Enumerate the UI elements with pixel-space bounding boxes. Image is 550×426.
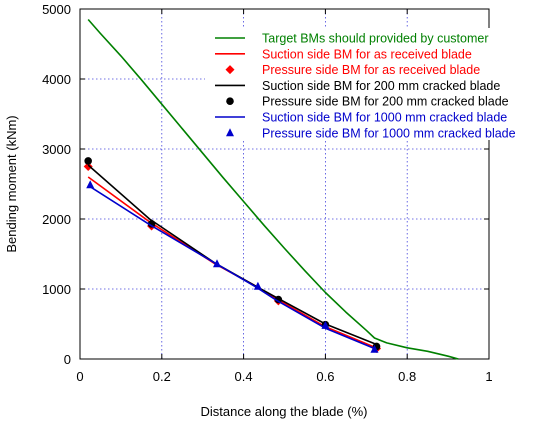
series-suction-side-bm-for-200-mm-cracked-blade [87,164,375,345]
legend-entry: Pressure side BM for 200 mm cracked blad… [226,95,509,109]
legend-entry: Pressure side BM for 1000 mm cracked bla… [226,126,516,140]
legend-swatch-marker [226,97,234,105]
tick-labels: 0 0.2 0.4 0.6 0.8 1 0 1000 2000 3000 4000 5000 [42,2,493,384]
series [83,18,459,360]
series-target-bms-should-provided-by-customer [87,18,459,360]
y-tick-label: 5000 [42,2,71,17]
axes [79,8,490,360]
legend-label: Pressure side BM for 200 mm cracked blad… [262,95,509,109]
x-tick-label: 0 [76,369,83,384]
plot-frame [79,8,490,360]
legend: Target BMs should provided by customerSu… [205,28,545,140]
legend-label: Pressure side BM for 1000 mm cracked bla… [262,126,516,140]
y-tick-label: 0 [64,352,71,367]
series-line [87,18,459,360]
x-axis-label: Distance along the blade (%) [201,404,368,419]
data-point [147,220,156,228]
data-point [83,162,93,171]
y-tick-label: 4000 [42,72,71,87]
series-pressure-side-bm-for-1000-mm-cracked-blade [86,180,379,353]
data-point [274,295,283,304]
y-tick-label: 3000 [42,142,71,157]
data-point [84,157,92,165]
legend-label: Suction side BM for 200 mm cracked blade [262,79,500,93]
x-tick-label: 0.4 [235,369,253,384]
series-line [87,184,375,350]
legend-label: Target BMs should provided by customer [262,32,489,46]
y-tick-label: 1000 [42,282,71,297]
legend-label: Pressure side BM for as received blade [262,63,480,77]
series-suction-side-bm-for-1000-mm-cracked-blade [87,184,375,350]
y-tick-label: 2000 [42,212,71,227]
series-pressure-side-bm-for-200-mm-cracked-blade [84,157,381,351]
data-point [86,180,95,189]
legend-entry: Pressure side BM for as received blade [225,63,480,77]
x-tick-label: 1 [485,369,492,384]
legend-swatch-marker [226,128,234,137]
legend-entry: Suction side BM for 200 mm cracked blade [215,79,500,93]
x-tick-label: 0.2 [153,369,171,384]
legend-entry: Target BMs should provided by customer [215,32,489,46]
legend-swatch-marker [225,65,235,75]
x-tick-label: 0.8 [398,369,416,384]
legend-entry: Suction side BM for as received blade [215,47,472,61]
legend-entry: Suction side BM for 1000 mm cracked blad… [215,111,507,125]
legend-label: Suction side BM for 1000 mm cracked blad… [262,111,507,125]
series-line [87,164,375,345]
data-point [370,344,379,353]
legend-background [205,28,545,140]
series-pressure-side-bm-for-as-received-blade [83,162,382,353]
data-point [213,259,222,268]
data-point [253,281,262,290]
y-axis-label: Bending moment (kNm) [4,115,19,252]
x-tick-label: 0.6 [316,369,334,384]
legend-label: Suction side BM for as received blade [262,47,472,61]
data-point [321,320,330,329]
